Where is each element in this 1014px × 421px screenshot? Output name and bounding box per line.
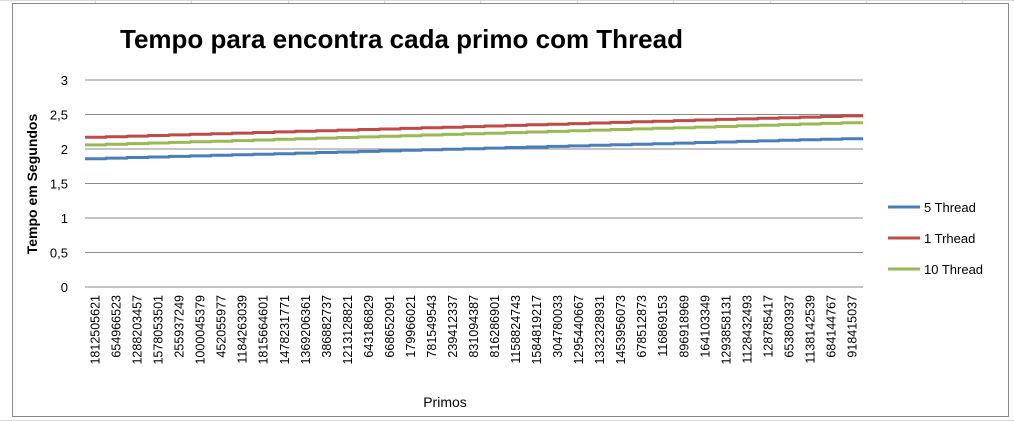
x-tick-label: 128785417 bbox=[761, 295, 775, 358]
x-tick-label: 678512873 bbox=[635, 295, 649, 358]
x-tick-label: 1138142539 bbox=[803, 295, 817, 364]
x-tick-label: 654966523 bbox=[110, 295, 124, 358]
series-line-2 bbox=[85, 121, 863, 147]
x-tick-label: 1332328931 bbox=[593, 295, 607, 365]
x-tick-label: 1369206361 bbox=[299, 295, 313, 365]
x-axis-ticks: 1812505621 654966523 1288203457 1578053501 2… bbox=[89, 295, 860, 365]
chart-title: Tempo para encontra cada primo com Threa… bbox=[120, 24, 683, 54]
chart-area[interactable] bbox=[12, 3, 1009, 417]
x-tick-label: 452055977 bbox=[215, 295, 229, 358]
y-axis-ticks: 0 0,5 1 1,5 2 2,5 3 bbox=[50, 73, 68, 295]
y-tick-label: 2 bbox=[61, 142, 68, 157]
x-tick-label: 653803937 bbox=[782, 295, 796, 358]
x-tick-label: 1815664601 bbox=[257, 295, 271, 365]
legend-label: 10 Thread bbox=[924, 262, 983, 277]
series-line-0 bbox=[85, 137, 863, 161]
x-axis-title: Primos bbox=[423, 394, 467, 410]
gridlines bbox=[85, 79, 863, 253]
x-tick-label: 164103349 bbox=[698, 295, 712, 358]
x-tick-label: 918415037 bbox=[845, 295, 859, 358]
x-tick-label: 1128432493 bbox=[740, 295, 754, 364]
x-tick-label: 781549543 bbox=[425, 295, 439, 358]
x-tick-label: 684144767 bbox=[824, 295, 838, 358]
x-tick-label: 1158824743 bbox=[509, 295, 523, 364]
x-tick-label: 831094387 bbox=[467, 295, 481, 358]
x-tick-label: 116869153 bbox=[656, 295, 670, 357]
x-tick-label: 1453956073 bbox=[614, 295, 628, 365]
x-tick-label: 643186829 bbox=[362, 295, 376, 358]
y-axis-title: Tempo em Segundos bbox=[24, 114, 40, 255]
x-tick-label: 668652091 bbox=[383, 295, 397, 358]
y-tick-label: 0,5 bbox=[50, 246, 68, 261]
x-tick-label: 1478231771 bbox=[278, 295, 292, 365]
series-line-1 bbox=[85, 114, 863, 139]
x-tick-label: 1584819217 bbox=[530, 295, 544, 365]
x-tick-label: 1000045379 bbox=[194, 295, 208, 365]
y-tick-label: 3 bbox=[61, 73, 68, 88]
x-tick-label: 255937249 bbox=[173, 295, 187, 358]
y-tick-label: 0 bbox=[61, 280, 68, 295]
legend-label: 1 Trhead bbox=[924, 231, 975, 246]
x-tick-label: 1288203457 bbox=[131, 295, 145, 365]
x-tick-label: 179966021 bbox=[404, 295, 418, 358]
legend-label: 5 Thread bbox=[924, 200, 976, 215]
legend[interactable]: 5 Thread 1 Trhead 10 Thread bbox=[888, 200, 983, 277]
x-tick-label: 386882737 bbox=[320, 295, 334, 358]
x-tick-label: 1213128821 bbox=[341, 295, 355, 365]
x-tick-label: 816286901 bbox=[488, 295, 502, 358]
x-tick-label: 1293858131 bbox=[719, 295, 733, 365]
x-tick-label: 1812505621 bbox=[89, 295, 103, 365]
x-tick-label: 239412337 bbox=[446, 295, 460, 358]
x-tick-label: 896918969 bbox=[677, 295, 691, 358]
y-tick-label: 1,5 bbox=[50, 177, 68, 192]
x-tick-label: 1578053501 bbox=[152, 295, 166, 365]
x-tick-label: 1184263039 bbox=[236, 295, 250, 364]
x-tick-label: 1295440667 bbox=[572, 295, 586, 365]
y-tick-label: 1 bbox=[61, 211, 68, 226]
y-tick-label: 2,5 bbox=[50, 108, 68, 123]
series-lines bbox=[85, 114, 863, 161]
x-tick-label: 304780033 bbox=[551, 295, 565, 358]
